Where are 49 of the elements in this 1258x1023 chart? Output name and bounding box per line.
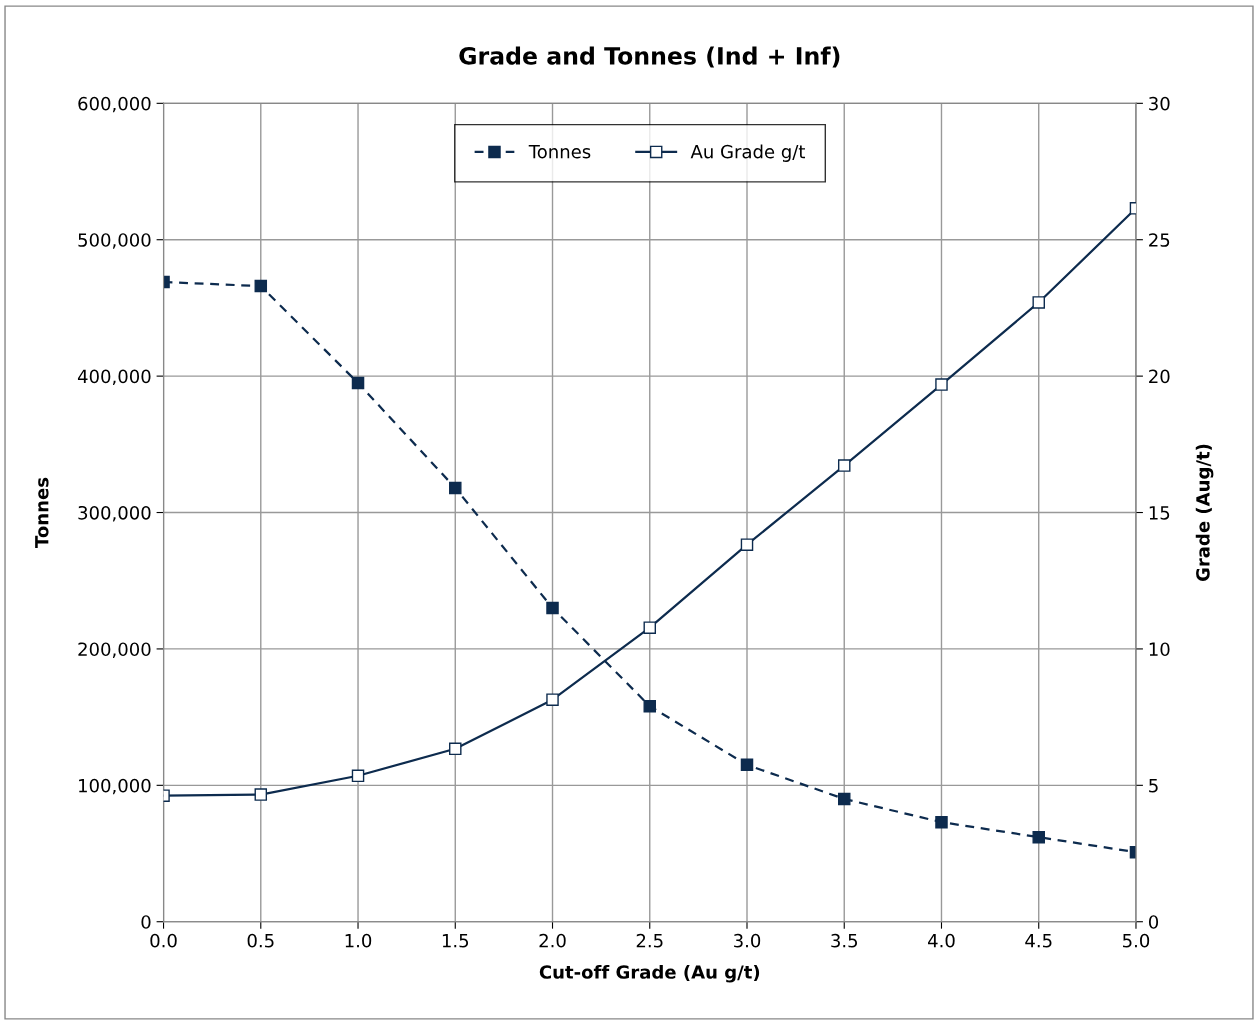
x-tick-label: 1.5 (442, 934, 469, 948)
y-tick-label: 100,000 (79, 778, 151, 795)
point (643, 699, 657, 713)
y2-tick-label: 20 (1149, 369, 1170, 384)
y2-tick-label: 15 (1149, 506, 1170, 520)
point (1032, 830, 1045, 844)
legend-label: Au Grade g/t (690, 144, 806, 162)
x-tick-label: 0.0 (150, 933, 177, 948)
x-tick-label: 2.5 (636, 933, 663, 948)
point (254, 788, 268, 801)
x-axis-title: Cut-off Grade (Au g/t) (539, 964, 760, 983)
y2-tick-label: 25 (1149, 233, 1170, 247)
y2-tick-label: 0 (1148, 915, 1159, 929)
point (837, 459, 851, 472)
y-tick-label: 600,000 (78, 96, 151, 113)
point (351, 769, 365, 783)
y2-tick-label: 5 (1149, 779, 1158, 793)
point (935, 378, 948, 391)
y2-tick-label: 10 (1149, 642, 1170, 657)
y-tick-label: 400,000 (77, 369, 151, 386)
point (935, 815, 948, 829)
point (740, 758, 754, 772)
x-tick-label: 1.0 (345, 933, 372, 948)
legend-label: Tonnes (528, 145, 591, 159)
point (1032, 296, 1045, 309)
x-tick-label: 3.0 (734, 933, 761, 948)
y-tick-label: 200,000 (78, 642, 151, 658)
point (351, 376, 365, 390)
x-tick-label: 5.0 (1123, 933, 1150, 948)
point (546, 693, 559, 706)
point (449, 481, 462, 495)
y-tick-label: 500,000 (78, 233, 151, 249)
y-axis-title: Tonnes (35, 477, 49, 548)
x-tick-label: 4.0 (928, 933, 955, 948)
chart-title: Grade and Tonnes (Ind + Inf) (459, 46, 840, 68)
x-tick-label: 0.5 (247, 933, 274, 948)
point (643, 621, 657, 634)
point (449, 742, 462, 756)
y-tick-label: 0 (141, 915, 151, 929)
point (546, 601, 559, 615)
x-tick-label: 4.5 (1025, 934, 1052, 948)
y2-axis-title: Grade (Aug/t) (1195, 444, 1214, 582)
point (837, 792, 851, 806)
y2-tick-label: 30 (1149, 96, 1170, 111)
x-tick-label: 3.5 (831, 933, 858, 948)
y-tick-label: 300,000 (78, 505, 151, 522)
point (740, 538, 754, 551)
x-tick-label: 2.0 (539, 933, 566, 948)
point (254, 279, 268, 293)
